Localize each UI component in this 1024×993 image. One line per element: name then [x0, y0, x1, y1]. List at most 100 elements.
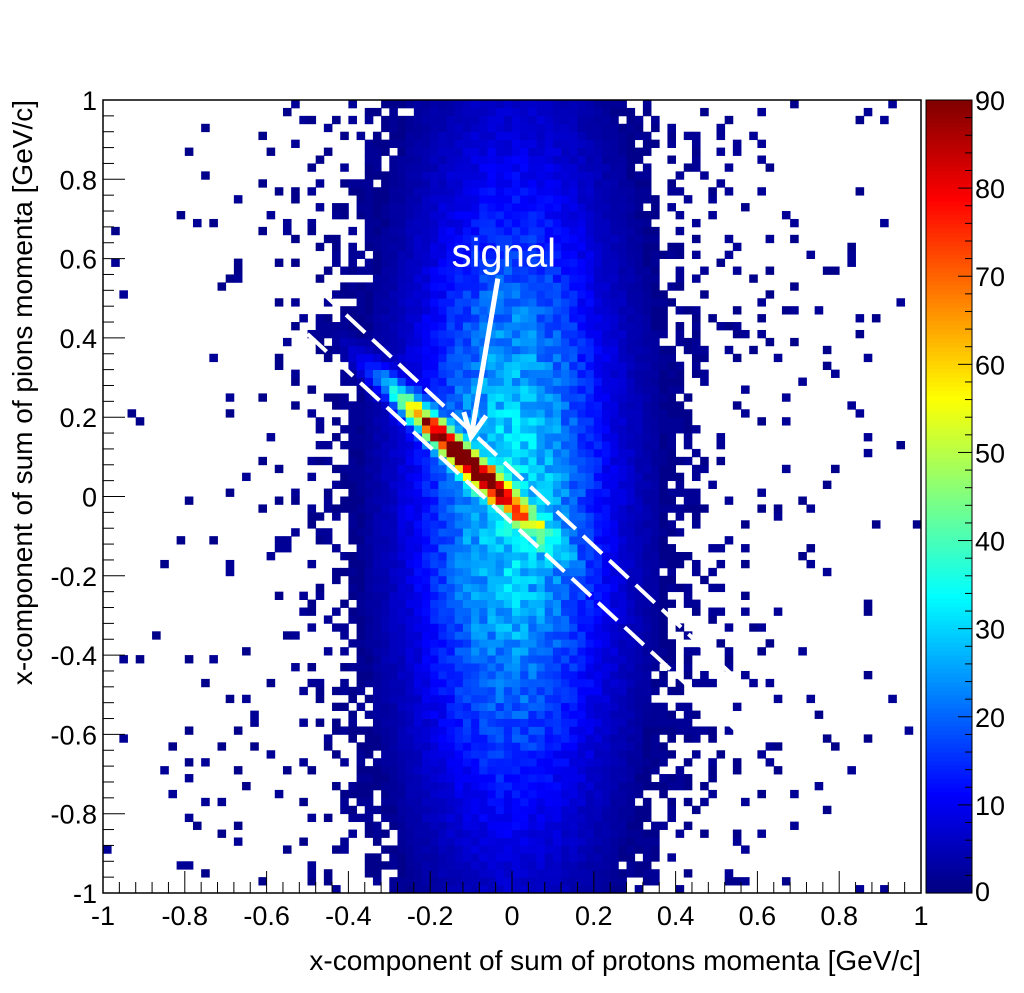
heatmap-cell: [552, 710, 562, 719]
heatmap-cell: [569, 504, 578, 513]
heatmap-cell: [471, 322, 480, 331]
heatmap-cell: [487, 805, 497, 815]
heatmap-cell: [610, 440, 619, 450]
heatmap-cell: [552, 734, 562, 743]
heatmap-cell: [381, 409, 390, 418]
heatmap-cell: [773, 694, 783, 704]
heatmap-cell: [471, 694, 480, 704]
heatmap-cell: [446, 821, 456, 830]
heatmap-cell: [438, 805, 447, 815]
colorbar-segment: [926, 791, 972, 797]
heatmap-cell: [348, 583, 357, 593]
heatmap-cell: [618, 456, 627, 466]
heatmap-cell: [503, 203, 513, 212]
heatmap-cell: [454, 877, 464, 886]
heatmap-cell: [528, 829, 537, 838]
heatmap-cell: [593, 639, 603, 648]
heatmap-cell: [618, 147, 627, 156]
heatmap-cell: [577, 575, 587, 585]
heatmap-cell: [536, 520, 546, 529]
colorbar-segment: [926, 152, 972, 158]
colorbar-segment: [926, 170, 972, 176]
heatmap-cell: [487, 710, 497, 719]
heatmap-cell: [528, 329, 537, 339]
heatmap-cell: [471, 861, 480, 870]
heatmap-cell: [863, 353, 873, 363]
heatmap-cell: [552, 298, 562, 307]
heatmap-cell: [503, 861, 513, 870]
heatmap-cell: [397, 750, 407, 759]
heatmap-cell: [855, 115, 865, 125]
heatmap-cell: [675, 337, 685, 347]
heatmap-cell: [585, 393, 595, 402]
heatmap-cell: [413, 512, 423, 521]
heatmap-cell: [544, 179, 554, 188]
heatmap-cell: [381, 528, 390, 537]
heatmap-cell: [626, 758, 636, 767]
heatmap-cell: [601, 774, 611, 783]
heatmap-cell: [765, 266, 775, 275]
heatmap-cell: [544, 195, 554, 204]
heatmap-cell: [462, 464, 472, 474]
heatmap-cell: [642, 520, 652, 529]
heatmap-cell: [503, 567, 513, 577]
heatmap-cell: [569, 512, 578, 521]
heatmap-cell: [356, 631, 366, 640]
heatmap-cell: [716, 179, 726, 188]
heatmap-cell: [430, 163, 439, 172]
heatmap-cell: [561, 258, 570, 267]
heatmap-cell: [462, 306, 472, 315]
heatmap-cell: [577, 409, 587, 418]
heatmap-cell: [528, 139, 537, 148]
heatmap-cell: [626, 433, 636, 442]
heatmap-cell: [675, 718, 685, 727]
heatmap-cell: [651, 306, 660, 315]
heatmap-cell: [446, 369, 456, 378]
colorbar-segment: [926, 870, 972, 876]
colorbar-segment: [926, 809, 972, 815]
heatmap-cell: [340, 353, 349, 363]
heatmap-cell: [438, 797, 447, 807]
heatmap-cell: [389, 742, 398, 751]
heatmap-cell: [372, 639, 382, 648]
heatmap-cell: [495, 250, 505, 259]
heatmap-cell: [397, 282, 407, 291]
heatmap-cell: [479, 472, 488, 482]
heatmap-cell: [667, 686, 676, 696]
heatmap-cell: [667, 203, 676, 212]
heatmap-cell: [659, 314, 668, 323]
heatmap-cell: [487, 393, 497, 402]
heatmap-cell: [307, 678, 317, 688]
heatmap-cell: [471, 242, 480, 252]
heatmap-cell: [626, 615, 636, 624]
heatmap-cell: [389, 758, 398, 767]
heatmap-cell: [634, 869, 644, 878]
heatmap-cell: [593, 107, 603, 117]
heatmap-cell: [561, 567, 570, 577]
heatmap-cell: [528, 266, 537, 275]
heatmap-cell: [659, 440, 668, 450]
heatmap-cell: [626, 726, 636, 735]
heatmap-cell: [577, 361, 587, 371]
heatmap-cell: [397, 425, 407, 434]
heatmap-cell: [233, 266, 243, 275]
heatmap-cell: [667, 433, 676, 442]
heatmap-cell: [364, 480, 374, 489]
heatmap-cell: [708, 766, 717, 775]
heatmap-cell: [495, 377, 505, 386]
heatmap-cell: [503, 726, 513, 735]
heatmap-cell: [389, 718, 398, 727]
heatmap-cell: [503, 845, 513, 854]
heatmap-cell: [732, 306, 742, 315]
heatmap-cell: [544, 472, 554, 482]
heatmap-cell: [552, 329, 562, 339]
heatmap-cell: [381, 464, 390, 474]
heatmap-cell: [479, 813, 488, 823]
heatmap-cell: [667, 425, 676, 434]
heatmap-cell: [413, 544, 423, 553]
heatmap-cell: [413, 536, 423, 545]
heatmap-cell: [536, 258, 546, 267]
heatmap-cell: [610, 361, 619, 371]
heatmap-cell: [397, 536, 407, 545]
heatmap-cell: [356, 520, 366, 529]
